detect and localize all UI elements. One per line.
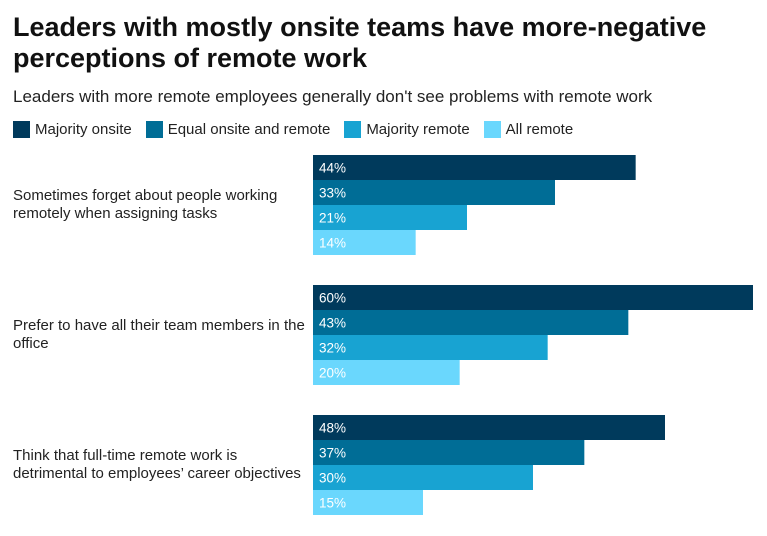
bar-equal-onsite-remote-cat1 [313, 180, 555, 205]
data-label-equal-onsite-remote-cat1: 33% [319, 186, 346, 201]
data-label-majority-remote-cat2: 32% [319, 341, 346, 356]
bar-majority-remote-cat2 [313, 335, 548, 360]
chart-title: Leaders with mostly onsite teams have mo… [13, 12, 707, 73]
data-label-majority-remote-cat1: 21% [319, 211, 346, 226]
legend-swatch-majority-onsite [13, 121, 30, 138]
legend-item-equal-onsite-remote: Equal onsite and remote [145, 121, 331, 138]
bar-majority-onsite-cat2 [313, 285, 753, 310]
legend-item-all-remote: All remote [483, 121, 574, 138]
data-label-majority-onsite-cat1: 44% [319, 161, 346, 176]
data-label-all-remote-cat1: 14% [319, 236, 346, 251]
legend-swatch-majority-remote [344, 121, 362, 138]
bar-equal-onsite-remote-cat3 [313, 440, 585, 465]
bar-majority-onsite-cat1 [313, 155, 636, 180]
legend-label-majority-onsite: Majority onsite [35, 121, 132, 138]
category-label-prefer-office: Prefer to have all their team members in… [13, 317, 305, 352]
legend-label-equal-onsite-remote: Equal onsite and remote [167, 121, 331, 138]
bar-all-remote-cat1 [313, 230, 416, 255]
legend-label-all-remote: All remote [505, 121, 574, 138]
data-label-all-remote-cat2: 20% [319, 366, 346, 381]
category-label-detrimental-career: Think that full-time remote work is detr… [13, 447, 301, 482]
category-label-forget-remote: Sometimes forget about people working re… [13, 187, 278, 222]
bar-majority-remote-cat1 [313, 205, 467, 230]
chart-subtitle: Leaders with more remote employees gener… [13, 87, 653, 106]
bar-majority-remote-cat3 [313, 465, 533, 490]
bar-all-remote-cat3 [313, 490, 423, 515]
legend-swatch-all-remote [483, 121, 501, 138]
bar-equal-onsite-remote-cat2 [313, 310, 629, 335]
bar-majority-onsite-cat3 [313, 415, 665, 440]
data-label-equal-onsite-remote-cat3: 37% [319, 446, 346, 461]
legend-item-majority-onsite: Majority onsite [13, 121, 132, 138]
data-label-majority-onsite-cat3: 48% [319, 421, 346, 436]
legend-label-majority-remote: Majority remote [366, 121, 470, 138]
legend-item-majority-remote: Majority remote [344, 121, 470, 138]
data-label-majority-remote-cat3: 30% [319, 471, 346, 486]
legend: Majority onsite Equal onsite and remote … [13, 121, 587, 138]
data-label-all-remote-cat3: 15% [319, 496, 346, 511]
data-label-equal-onsite-remote-cat2: 43% [319, 316, 346, 331]
data-label-majority-onsite-cat2: 60% [319, 291, 346, 306]
bar-all-remote-cat2 [313, 360, 460, 385]
legend-swatch-equal-onsite-remote [145, 121, 163, 138]
